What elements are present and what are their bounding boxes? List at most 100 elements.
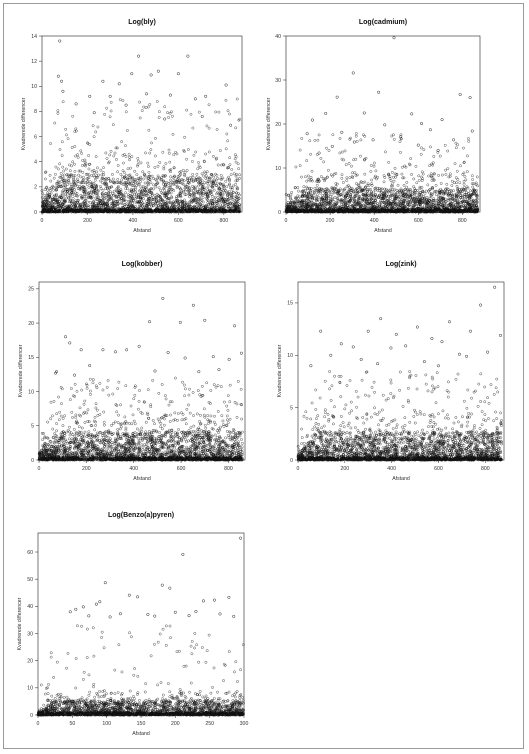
data-point: [81, 209, 85, 213]
data-point: [62, 177, 66, 181]
data-point: [177, 208, 181, 211]
data-point: [184, 193, 188, 196]
data-point: [191, 176, 195, 179]
data-point: [228, 179, 231, 183]
data-point: [86, 206, 90, 209]
data-point: [344, 194, 347, 197]
data-point: [323, 177, 327, 181]
data-point: [444, 200, 448, 203]
data-point: [364, 194, 368, 198]
data-point: [53, 121, 57, 125]
data-point: [471, 178, 474, 181]
data-point: [56, 185, 60, 189]
data-point: [68, 195, 72, 199]
data-point: [113, 203, 117, 207]
data-point: [358, 190, 362, 193]
data-point: [369, 191, 373, 195]
data-point: [102, 166, 105, 169]
data-point: [174, 179, 178, 183]
data-point: [139, 180, 142, 183]
data-point: [422, 148, 426, 152]
data-point: [428, 188, 432, 191]
data-point: [390, 200, 394, 203]
data-point: [142, 197, 145, 201]
data-point: [430, 175, 433, 179]
data-point: [298, 195, 302, 199]
data-point: [79, 181, 83, 185]
data-point: [128, 194, 132, 197]
data-point: [86, 172, 89, 176]
data-point: [176, 198, 180, 202]
data-point: [140, 195, 144, 199]
data-point: [417, 179, 421, 182]
data-point: [116, 202, 120, 205]
data-point: [224, 147, 228, 151]
data-point: [163, 195, 167, 199]
data-point: [307, 200, 311, 204]
data-point: [306, 174, 310, 178]
data-point: [191, 189, 195, 193]
data-point: [412, 185, 415, 188]
data-point: [389, 187, 393, 191]
data-point: [147, 200, 151, 204]
data-point: [89, 182, 93, 186]
data-point: [422, 195, 426, 198]
data-point: [340, 150, 344, 154]
data-point: [126, 177, 129, 180]
data-point: [92, 173, 96, 177]
data-point: [147, 188, 151, 192]
data-point: [197, 192, 201, 196]
data-point: [183, 193, 187, 196]
data-point: [172, 182, 176, 185]
data-point: [236, 162, 240, 166]
data-point: [466, 203, 469, 206]
data-point: [406, 189, 409, 193]
data-point: [54, 165, 58, 169]
data-point: [130, 199, 133, 202]
data-point: [48, 187, 52, 190]
data-point: [170, 195, 173, 199]
y-tick-label: 12: [31, 59, 37, 65]
data-point: [126, 181, 130, 185]
data-point: [433, 204, 437, 208]
data-point: [463, 193, 467, 196]
data-point: [184, 208, 187, 212]
data-point: [133, 181, 137, 184]
data-point: [146, 105, 150, 109]
data-point: [194, 178, 198, 181]
data-point: [87, 154, 90, 157]
data-point: [385, 202, 389, 206]
data-point: [119, 182, 123, 185]
data-point: [309, 189, 313, 193]
data-point: [153, 166, 157, 169]
data-point: [94, 209, 97, 212]
data-point: [446, 193, 450, 197]
data-point: [69, 192, 73, 196]
data-point: [445, 182, 449, 186]
data-point: [237, 210, 241, 213]
data-point: [54, 188, 58, 192]
data-point: [230, 187, 234, 191]
data-point: [134, 210, 138, 214]
chart-title: Log(bly): [128, 19, 156, 26]
data-point: [189, 112, 193, 116]
data-point: [196, 167, 200, 171]
data-point: [343, 187, 347, 191]
data-point: [44, 171, 47, 174]
data-point: [302, 189, 306, 193]
data-point: [52, 176, 56, 180]
data-point: [334, 182, 338, 185]
data-point: [200, 187, 204, 190]
data-point: [215, 181, 219, 185]
data-point: [86, 200, 89, 204]
data-point: [126, 167, 130, 171]
data-point: [45, 194, 49, 197]
data-point: [374, 174, 377, 178]
data-point: [325, 202, 329, 206]
data-point: [41, 192, 44, 195]
data-point: [106, 205, 109, 209]
data-point: [163, 201, 166, 205]
data-point: [143, 181, 147, 185]
data-point: [227, 206, 230, 210]
data-point: [198, 188, 201, 191]
